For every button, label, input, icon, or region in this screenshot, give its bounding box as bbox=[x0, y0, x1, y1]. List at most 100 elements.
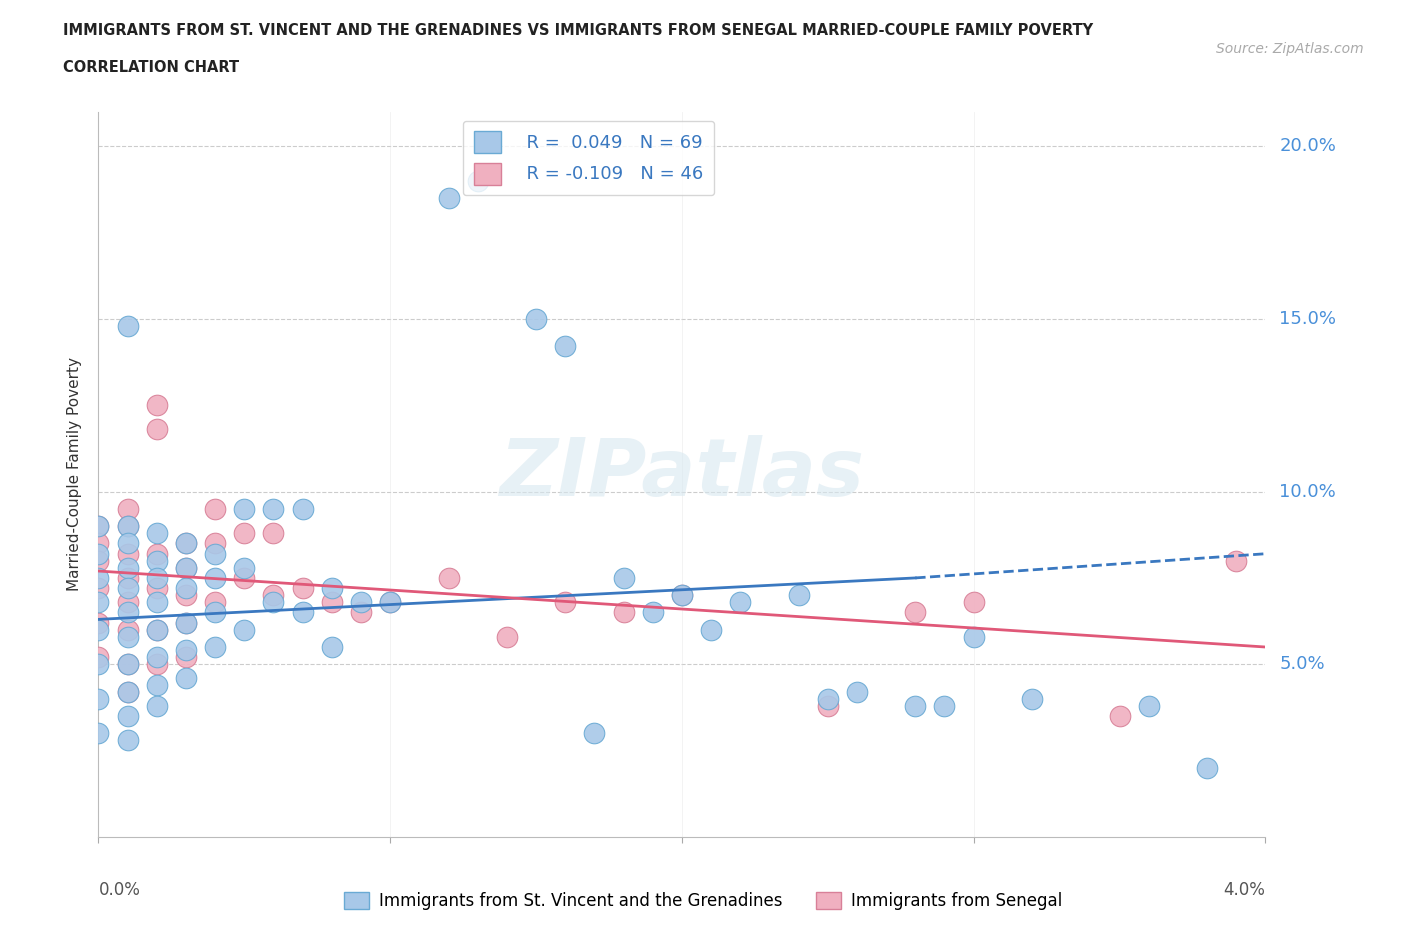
Point bbox=[1197, 761, 1219, 776]
Point bbox=[437, 570, 460, 585]
Point bbox=[817, 698, 839, 713]
Point bbox=[380, 594, 402, 609]
Text: 5.0%: 5.0% bbox=[1279, 656, 1324, 673]
Point bbox=[87, 536, 110, 551]
Point bbox=[204, 605, 226, 620]
Point bbox=[671, 588, 693, 603]
Point bbox=[146, 570, 169, 585]
Point bbox=[87, 594, 110, 609]
Point bbox=[117, 501, 139, 516]
Point bbox=[117, 709, 139, 724]
Point bbox=[117, 581, 139, 596]
Point bbox=[321, 594, 343, 609]
Point bbox=[1137, 698, 1160, 713]
Point bbox=[321, 640, 343, 655]
Text: 0.0%: 0.0% bbox=[98, 881, 141, 898]
Point bbox=[204, 536, 226, 551]
Point bbox=[321, 581, 343, 596]
Point bbox=[146, 650, 169, 665]
Point bbox=[117, 630, 139, 644]
Text: ZIPatlas: ZIPatlas bbox=[499, 435, 865, 513]
Point bbox=[117, 536, 139, 551]
Point bbox=[1225, 553, 1247, 568]
Point bbox=[174, 616, 197, 631]
Point bbox=[146, 546, 169, 561]
Point bbox=[554, 339, 576, 354]
Point bbox=[174, 560, 197, 575]
Point bbox=[233, 525, 256, 540]
Point bbox=[146, 581, 169, 596]
Point bbox=[204, 546, 226, 561]
Point bbox=[496, 630, 519, 644]
Point bbox=[146, 398, 169, 413]
Point bbox=[87, 553, 110, 568]
Point bbox=[117, 519, 139, 534]
Text: Source: ZipAtlas.com: Source: ZipAtlas.com bbox=[1216, 42, 1364, 56]
Point bbox=[117, 570, 139, 585]
Point bbox=[554, 594, 576, 609]
Legend: Immigrants from St. Vincent and the Grenadines, Immigrants from Senegal: Immigrants from St. Vincent and the Gren… bbox=[337, 885, 1069, 917]
Point bbox=[962, 630, 984, 644]
Text: 15.0%: 15.0% bbox=[1279, 310, 1336, 328]
Point bbox=[700, 622, 723, 637]
Point bbox=[146, 553, 169, 568]
Point bbox=[262, 525, 284, 540]
Legend:   R =  0.049   N = 69,   R = -0.109   N = 46: R = 0.049 N = 69, R = -0.109 N = 46 bbox=[463, 121, 714, 195]
Point bbox=[233, 501, 256, 516]
Text: 4.0%: 4.0% bbox=[1223, 881, 1265, 898]
Point bbox=[174, 650, 197, 665]
Point bbox=[146, 622, 169, 637]
Point bbox=[146, 525, 169, 540]
Text: IMMIGRANTS FROM ST. VINCENT AND THE GRENADINES VS IMMIGRANTS FROM SENEGAL MARRIE: IMMIGRANTS FROM ST. VINCENT AND THE GREN… bbox=[63, 23, 1094, 38]
Point bbox=[174, 671, 197, 685]
Point bbox=[174, 588, 197, 603]
Point bbox=[87, 622, 110, 637]
Point bbox=[87, 581, 110, 596]
Point bbox=[204, 501, 226, 516]
Point bbox=[87, 650, 110, 665]
Point bbox=[291, 581, 314, 596]
Point bbox=[350, 605, 373, 620]
Point bbox=[117, 622, 139, 637]
Point bbox=[204, 570, 226, 585]
Point bbox=[174, 643, 197, 658]
Point bbox=[117, 519, 139, 534]
Point bbox=[934, 698, 956, 713]
Point bbox=[467, 173, 489, 188]
Point bbox=[146, 698, 169, 713]
Point bbox=[146, 594, 169, 609]
Point bbox=[583, 726, 606, 741]
Point bbox=[117, 684, 139, 699]
Text: 20.0%: 20.0% bbox=[1279, 137, 1336, 155]
Point bbox=[612, 570, 634, 585]
Point bbox=[174, 581, 197, 596]
Point bbox=[87, 570, 110, 585]
Point bbox=[904, 605, 927, 620]
Text: CORRELATION CHART: CORRELATION CHART bbox=[63, 60, 239, 75]
Point bbox=[233, 570, 256, 585]
Point bbox=[117, 318, 139, 333]
Point bbox=[117, 560, 139, 575]
Point bbox=[612, 605, 634, 620]
Point bbox=[962, 594, 984, 609]
Point bbox=[233, 560, 256, 575]
Point bbox=[437, 191, 460, 206]
Point bbox=[262, 588, 284, 603]
Point bbox=[350, 594, 373, 609]
Point bbox=[233, 622, 256, 637]
Point bbox=[87, 726, 110, 741]
Point bbox=[87, 691, 110, 706]
Point bbox=[817, 691, 839, 706]
Point bbox=[117, 657, 139, 671]
Point bbox=[262, 501, 284, 516]
Point bbox=[174, 536, 197, 551]
Point bbox=[787, 588, 810, 603]
Point bbox=[117, 546, 139, 561]
Y-axis label: Married-Couple Family Poverty: Married-Couple Family Poverty bbox=[67, 357, 83, 591]
Point bbox=[117, 605, 139, 620]
Point bbox=[146, 678, 169, 693]
Point bbox=[291, 605, 314, 620]
Point bbox=[380, 594, 402, 609]
Point bbox=[174, 616, 197, 631]
Point bbox=[87, 657, 110, 671]
